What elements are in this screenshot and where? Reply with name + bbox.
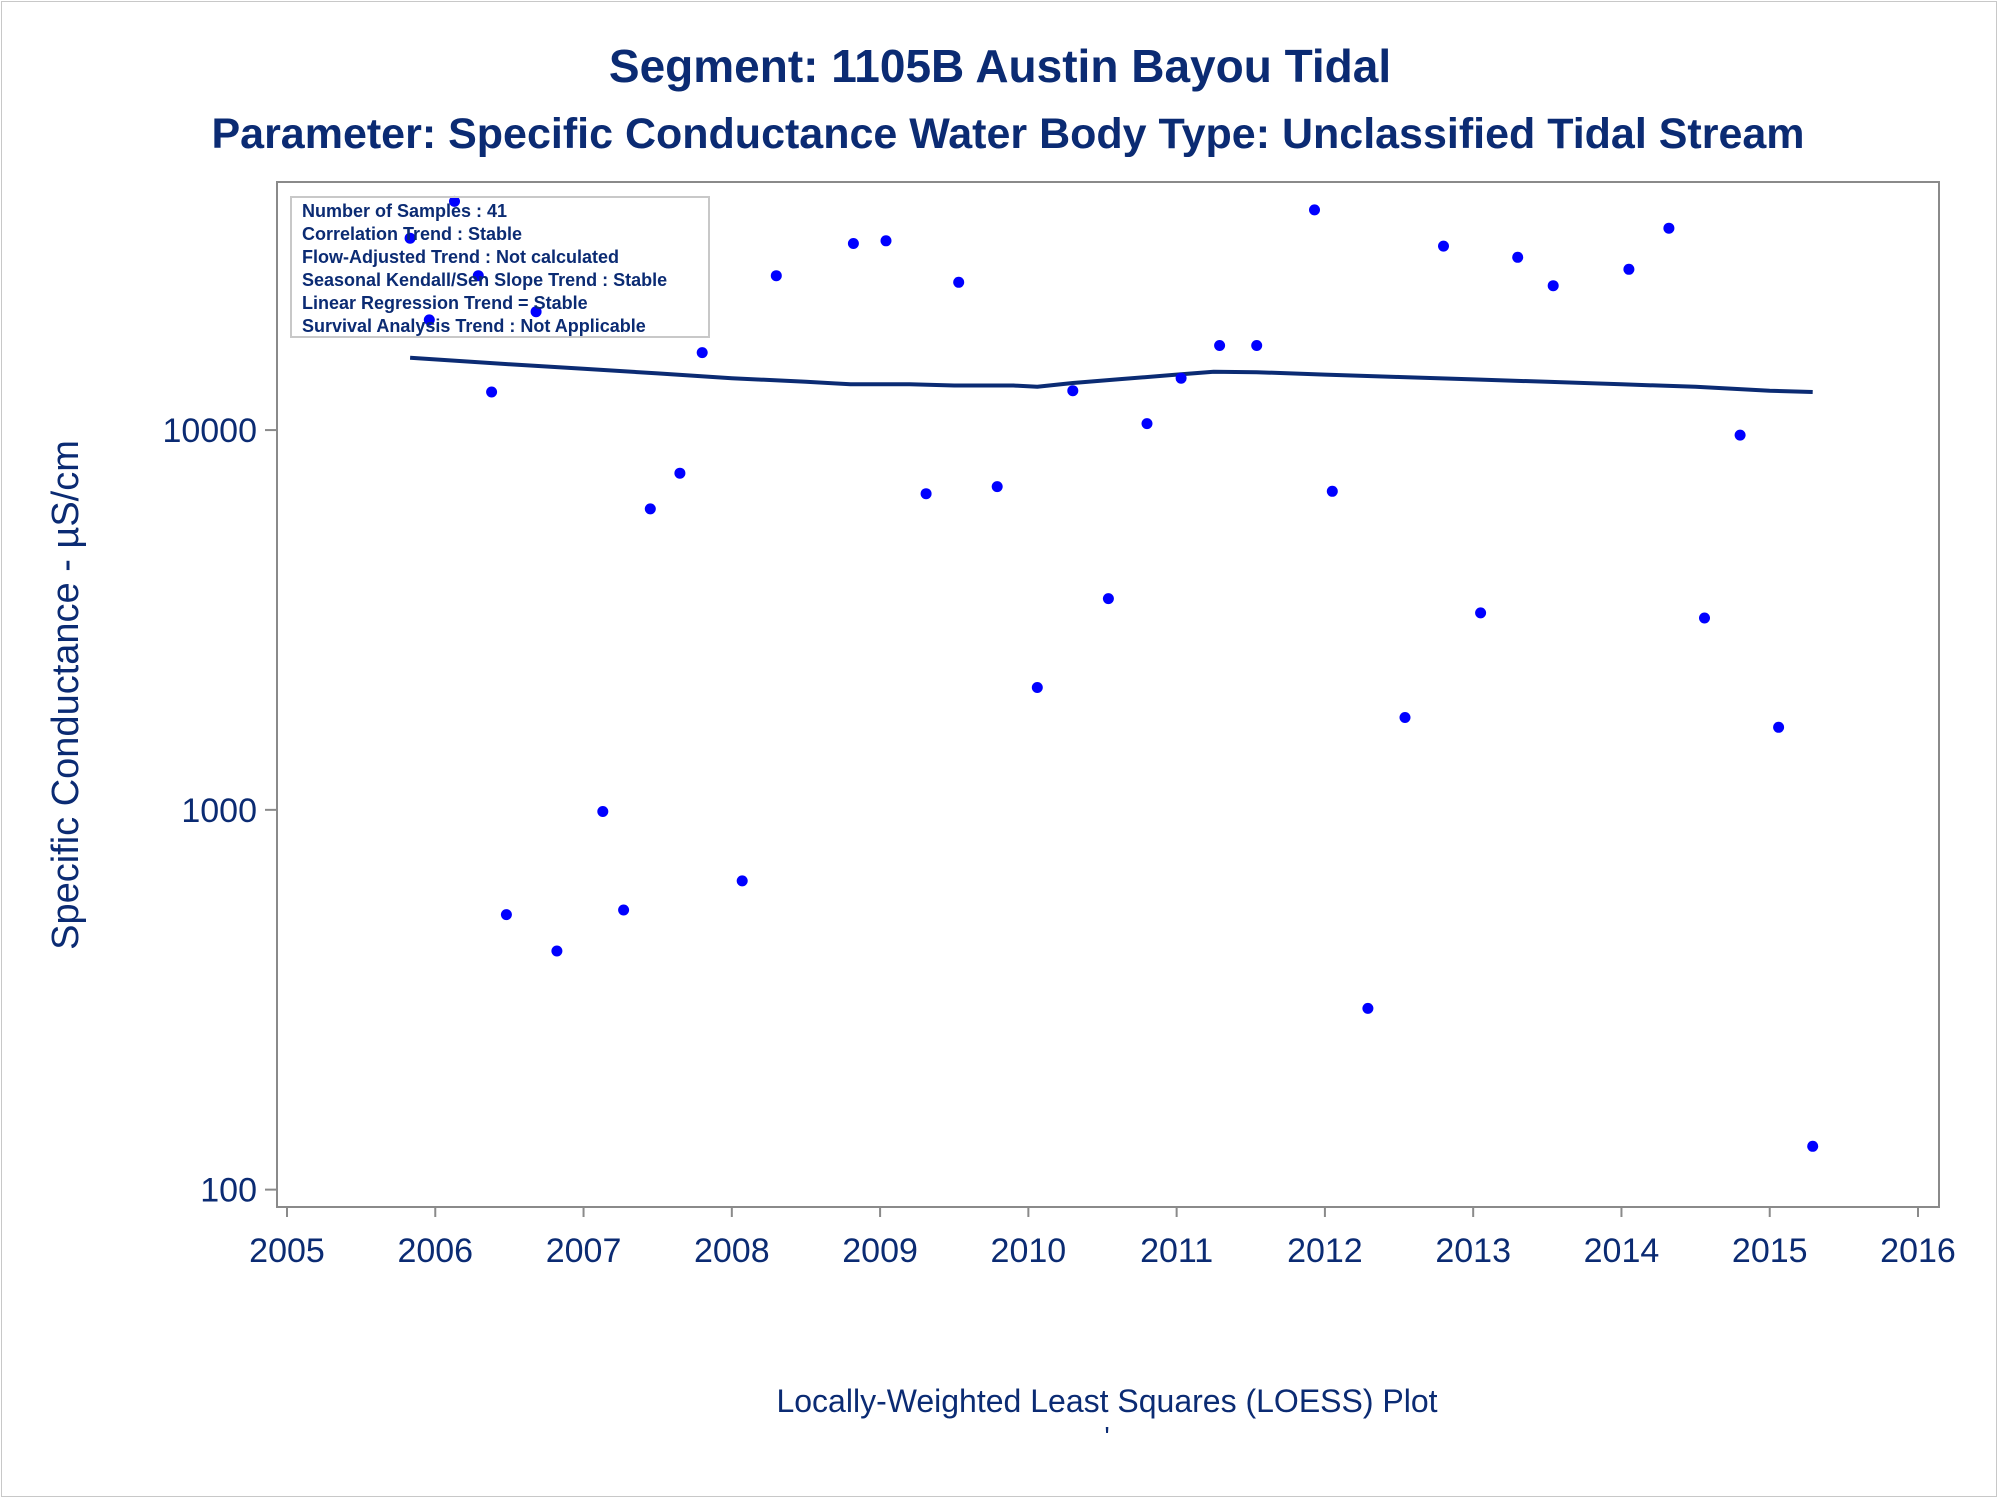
y-tick-label-10000: 10000	[162, 412, 257, 450]
data-point	[1031, 682, 1043, 693]
x-tick-label-2007: 2007	[546, 1232, 622, 1270]
x-tick-label-2006: 2006	[397, 1232, 473, 1270]
plot-area	[276, 181, 1940, 1208]
data-point	[644, 503, 656, 515]
stats-box-border	[290, 196, 710, 338]
data-point	[1102, 593, 1114, 605]
data-point	[1362, 1002, 1374, 1014]
chart-subtitle: Parameter: Specific Conductance Water Bo…	[211, 110, 1804, 158]
data-point	[991, 481, 1003, 493]
data-point	[1663, 222, 1675, 234]
data-point	[1251, 340, 1263, 351]
series-layer	[404, 195, 1819, 1152]
data-point	[880, 235, 892, 247]
stats-line-seasonal-kendall: Seasonal Kendall/Sen Slope Trend : Stabl…	[302, 270, 667, 290]
data-point	[530, 306, 542, 318]
x-tick-label-2010: 2010	[991, 1232, 1067, 1270]
x-tick-label-2005: 2005	[249, 1232, 325, 1270]
stats-line-correlation: Correlation Trend : Stable	[302, 224, 522, 244]
data-point	[847, 238, 859, 249]
x-tick-label-2011: 2011	[1140, 1232, 1213, 1270]
data-point	[1547, 280, 1559, 292]
data-point	[472, 270, 484, 282]
x-tick-label-2008: 2008	[694, 1232, 770, 1270]
data-point	[953, 276, 965, 288]
data-point	[696, 347, 708, 359]
data-point	[1438, 240, 1449, 252]
stats-line-flow-adjusted: Flow-Adjusted Trend : Not calculated	[302, 247, 619, 267]
x-axis-label: Locally-Weighted Least Squares (LOESS) P…	[776, 1383, 1437, 1419]
x-axis-label-mark: '	[1104, 1421, 1109, 1452]
stats-box: Number of Samples : 41 Correlation Trend…	[290, 196, 710, 338]
data-point	[1807, 1140, 1819, 1152]
chart-title: Segment: 1105B Austin Bayou Tidal	[609, 40, 1391, 92]
data-point	[423, 314, 435, 326]
stats-line-survival-analysis: Survival Analysis Trend : Not Applicable	[302, 316, 646, 336]
stats-line-linear-regression: Linear Regression Trend = Stable	[302, 293, 588, 313]
y-tick-label-1000: 1000	[181, 792, 257, 830]
x-tick-label-2009: 2009	[842, 1232, 918, 1270]
data-point	[1512, 251, 1524, 263]
data-point	[920, 488, 932, 500]
data-point	[1175, 372, 1187, 384]
x-tick-label-2015: 2015	[1732, 1232, 1808, 1270]
x-tick-label-2013: 2013	[1435, 1232, 1511, 1270]
data-point	[1475, 607, 1487, 619]
y-axis: 100 1000 10000	[162, 412, 277, 1210]
data-point	[1399, 712, 1411, 723]
x-tick-label-2012: 2012	[1287, 1232, 1363, 1270]
data-point	[1326, 485, 1338, 497]
data-point	[1734, 429, 1746, 441]
x-axis: 2005 2006 2007 2008 2009 2010 2011 2012 2013 2014…	[249, 1207, 1956, 1270]
data-point	[404, 232, 416, 244]
data-point	[1699, 612, 1710, 624]
x-tick-label-2014: 2014	[1584, 1232, 1660, 1270]
x-tick-label-2016: 2016	[1880, 1232, 1956, 1270]
stats-line-samples: Number of Samples : 41	[302, 201, 507, 221]
data-point	[1773, 721, 1785, 733]
data-point	[1067, 385, 1079, 397]
data-point	[770, 270, 782, 282]
data-point	[1623, 263, 1635, 275]
data-point	[1309, 204, 1320, 216]
data-point	[597, 806, 609, 817]
data-point	[551, 945, 563, 957]
data-point	[1214, 340, 1226, 351]
data-point	[674, 467, 686, 479]
data-point	[449, 195, 460, 207]
loess-line	[409, 355, 1813, 394]
data-point	[618, 904, 630, 916]
y-axis-label: Specific Conductance - µS/cm	[45, 440, 87, 950]
data-point	[500, 909, 512, 921]
y-tick-label-100: 100	[200, 1172, 257, 1210]
data-point	[736, 875, 748, 887]
data-point	[1141, 418, 1153, 430]
data-point	[486, 386, 498, 398]
